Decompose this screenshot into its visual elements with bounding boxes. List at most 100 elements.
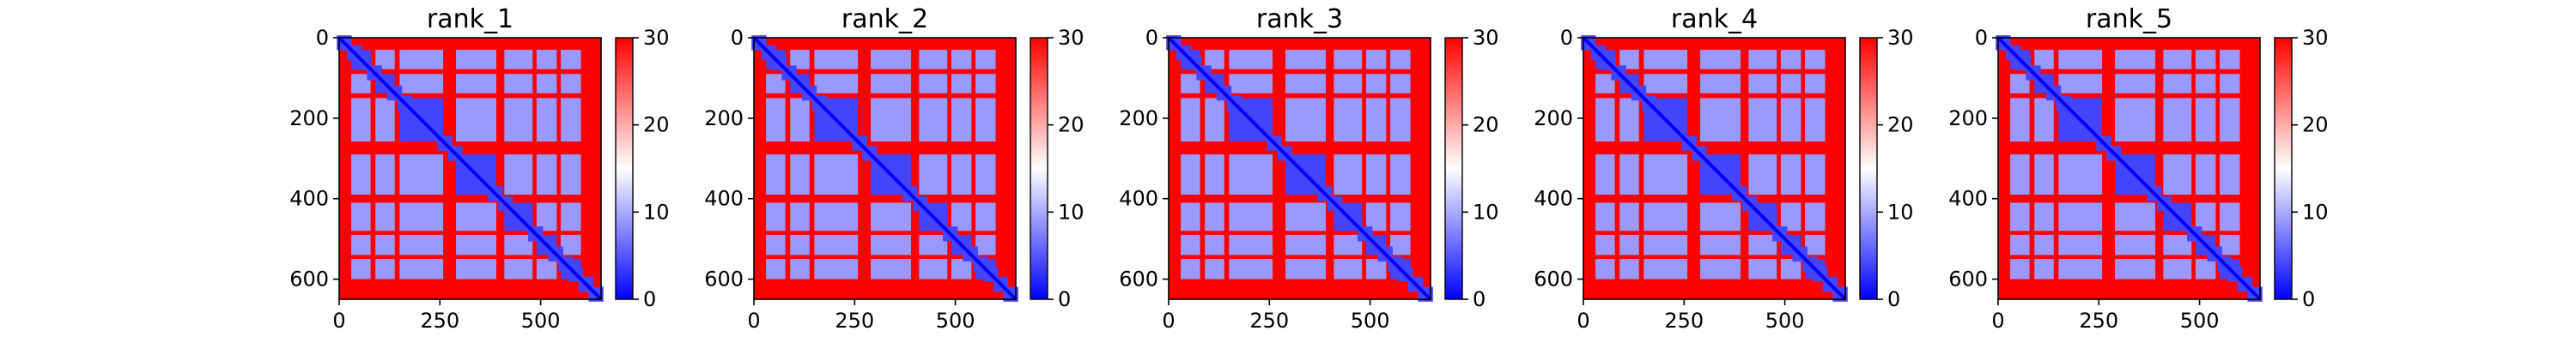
domain-block <box>1390 202 1411 232</box>
domain-block <box>1285 98 1326 142</box>
heatmap-image <box>1996 35 2263 302</box>
colorbar <box>615 37 634 300</box>
domain-block <box>2010 234 2030 256</box>
domain-block <box>1700 74 1741 93</box>
colorbar-tick-label: 20 <box>1473 113 1499 137</box>
diagonal-line <box>1996 36 2262 301</box>
domain-block <box>766 202 786 232</box>
domain-block <box>975 154 996 195</box>
domain-block <box>871 259 911 280</box>
x-tick-label: 250 <box>420 309 459 333</box>
colorbar-tick-label: 20 <box>2302 113 2329 137</box>
domain-block <box>399 234 444 256</box>
colorbar-tick-label: 30 <box>1473 26 1499 50</box>
domain-block <box>2058 202 2103 232</box>
domain-block <box>1748 234 1777 256</box>
y-tick-label: 200 <box>1534 106 1573 130</box>
heatmap-frame <box>1583 37 1846 300</box>
colorbar-tick-label: 20 <box>1058 113 1084 137</box>
domain-block <box>2058 50 2103 69</box>
domain-block <box>1619 98 1639 142</box>
x-tick-label: 250 <box>1249 309 1289 333</box>
domain-block <box>766 154 786 195</box>
domain-block <box>1390 234 1411 256</box>
domain-block <box>2163 234 2192 256</box>
domain-block <box>1229 154 1273 195</box>
domain-block <box>919 50 948 69</box>
domain-block <box>1780 154 1801 195</box>
domain-block <box>2115 98 2155 142</box>
domain-block <box>951 259 972 280</box>
domain-block <box>1285 74 1326 93</box>
domain-block <box>504 98 533 142</box>
y-tick-label: 600 <box>1119 268 1158 292</box>
domain-block <box>1780 74 1801 93</box>
domain-block <box>871 234 911 256</box>
domain-block <box>1780 98 1801 142</box>
domain-block <box>2220 98 2240 142</box>
x-tick-label: 0 <box>1162 309 1175 333</box>
y-tick-label: 400 <box>1534 187 1573 211</box>
domain-block <box>456 234 496 256</box>
domain-block <box>1334 234 1363 256</box>
domain-block <box>375 98 395 142</box>
domain-block <box>2034 202 2054 232</box>
domain-block <box>1748 50 1777 69</box>
domain-block <box>1595 234 1615 256</box>
domain-block <box>1334 98 1363 142</box>
domain-block <box>1205 234 1224 256</box>
domain-block <box>399 74 444 93</box>
domain-block <box>456 98 496 142</box>
domain-block <box>561 202 581 232</box>
domain-block <box>351 154 371 195</box>
domain-block <box>2115 74 2155 93</box>
domain-block <box>766 98 786 142</box>
domain-block <box>2115 259 2155 280</box>
domain-block <box>1365 98 1387 142</box>
domain-block <box>1805 202 1826 232</box>
domain-block <box>1595 202 1615 232</box>
domain-block <box>1805 234 1826 256</box>
domain-block <box>1643 234 1688 256</box>
domain-block <box>351 98 371 142</box>
domain-block <box>2163 154 2192 195</box>
domain-block <box>351 202 371 232</box>
domain-block <box>1595 259 1615 280</box>
colorbar <box>1859 37 1878 300</box>
domain-block <box>975 202 996 232</box>
domain-block <box>351 234 371 256</box>
domain-block <box>1643 154 1688 195</box>
domain-block <box>1181 154 1200 195</box>
domain-block <box>504 259 533 280</box>
domain-block <box>1181 259 1200 280</box>
colorbar-tick-label: 30 <box>1887 26 1914 50</box>
domain-block <box>1595 98 1615 142</box>
heatmap-image <box>337 35 604 302</box>
domain-block <box>1334 259 1363 280</box>
domain-block <box>2034 154 2054 195</box>
domain-block <box>561 234 581 256</box>
colorbar <box>2274 37 2293 300</box>
domain-block <box>504 50 533 69</box>
heatmap-image <box>1166 35 1433 302</box>
colorbar <box>1030 37 1048 300</box>
heatmap-frame <box>1168 37 1431 300</box>
domain-block <box>504 154 533 195</box>
domain-block <box>951 74 972 93</box>
domain-block <box>2010 74 2030 93</box>
panel-title: rank_5 <box>2086 4 2172 34</box>
domain-block <box>919 154 948 195</box>
x-tick-label: 250 <box>2079 309 2118 333</box>
domain-block <box>1334 50 1363 69</box>
domain-block <box>2220 50 2240 69</box>
x-tick-label: 500 <box>521 309 561 333</box>
domain-block <box>456 202 496 232</box>
domain-block <box>375 50 395 69</box>
domain-block <box>561 74 581 93</box>
x-tick-label: 500 <box>936 309 975 333</box>
domain-block <box>790 98 810 142</box>
domain-block <box>871 98 911 142</box>
domain-block <box>456 74 496 93</box>
domain-block <box>919 98 948 142</box>
